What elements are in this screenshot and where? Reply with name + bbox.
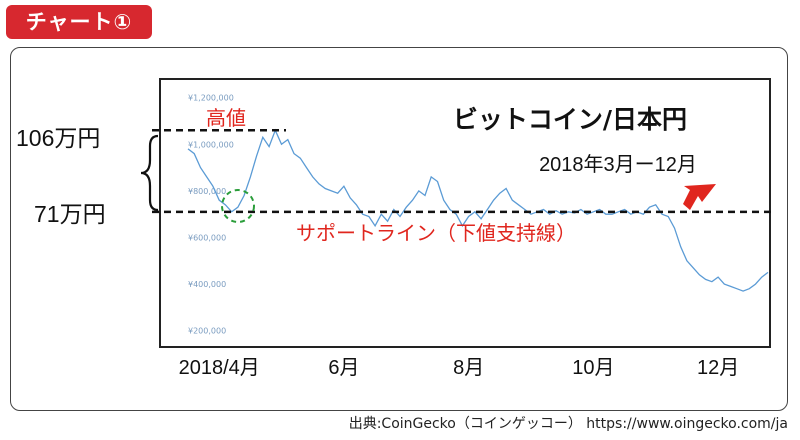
chart-number-badge: チャート① (6, 5, 152, 39)
x-tick-label: 12月 (697, 357, 739, 379)
y-tick-label: ¥400,000 (188, 280, 226, 289)
y-tick-label: ¥200,000 (188, 327, 226, 336)
y-tick-label: ¥600,000 (188, 233, 226, 242)
breakdown-arrow-icon (683, 184, 716, 210)
y-tick-label: ¥800,000 (188, 187, 226, 196)
y-tick-label: ¥1,000,000 (188, 140, 234, 149)
high-value-label: 106万円 (16, 125, 100, 151)
period-label: 2018年3月ー12月 (539, 153, 697, 176)
chart-title: ビットコイン/日本円 (453, 105, 687, 134)
chart-frame (10, 47, 788, 411)
price-line (187, 128, 769, 292)
y-tick-labels: ¥1,200,000 ¥1,000,000 ¥800,000 ¥600,000 ¥400… (188, 94, 234, 336)
x-tick-label: 10月 (572, 357, 614, 379)
high-label: 高値 (206, 106, 246, 130)
low-point-circle (221, 189, 255, 223)
x-tick-label: 6月 (328, 357, 359, 379)
x-tick-labels: 2018/4月 6月 8月 10月 12月 (179, 357, 740, 379)
source-credit: 出典:CoinGecko（コインゲッコー） https://www.oingec… (348, 416, 788, 432)
range-brace (140, 134, 159, 212)
x-tick-label: 8月 (453, 357, 484, 379)
support-line-label: サポートライン（下値支持線） (296, 221, 576, 245)
y-tick-label: ¥1,200,000 (188, 94, 234, 103)
support-value-label: 71万円 (34, 201, 106, 227)
x-tick-label: 2018/4月 (179, 357, 260, 379)
